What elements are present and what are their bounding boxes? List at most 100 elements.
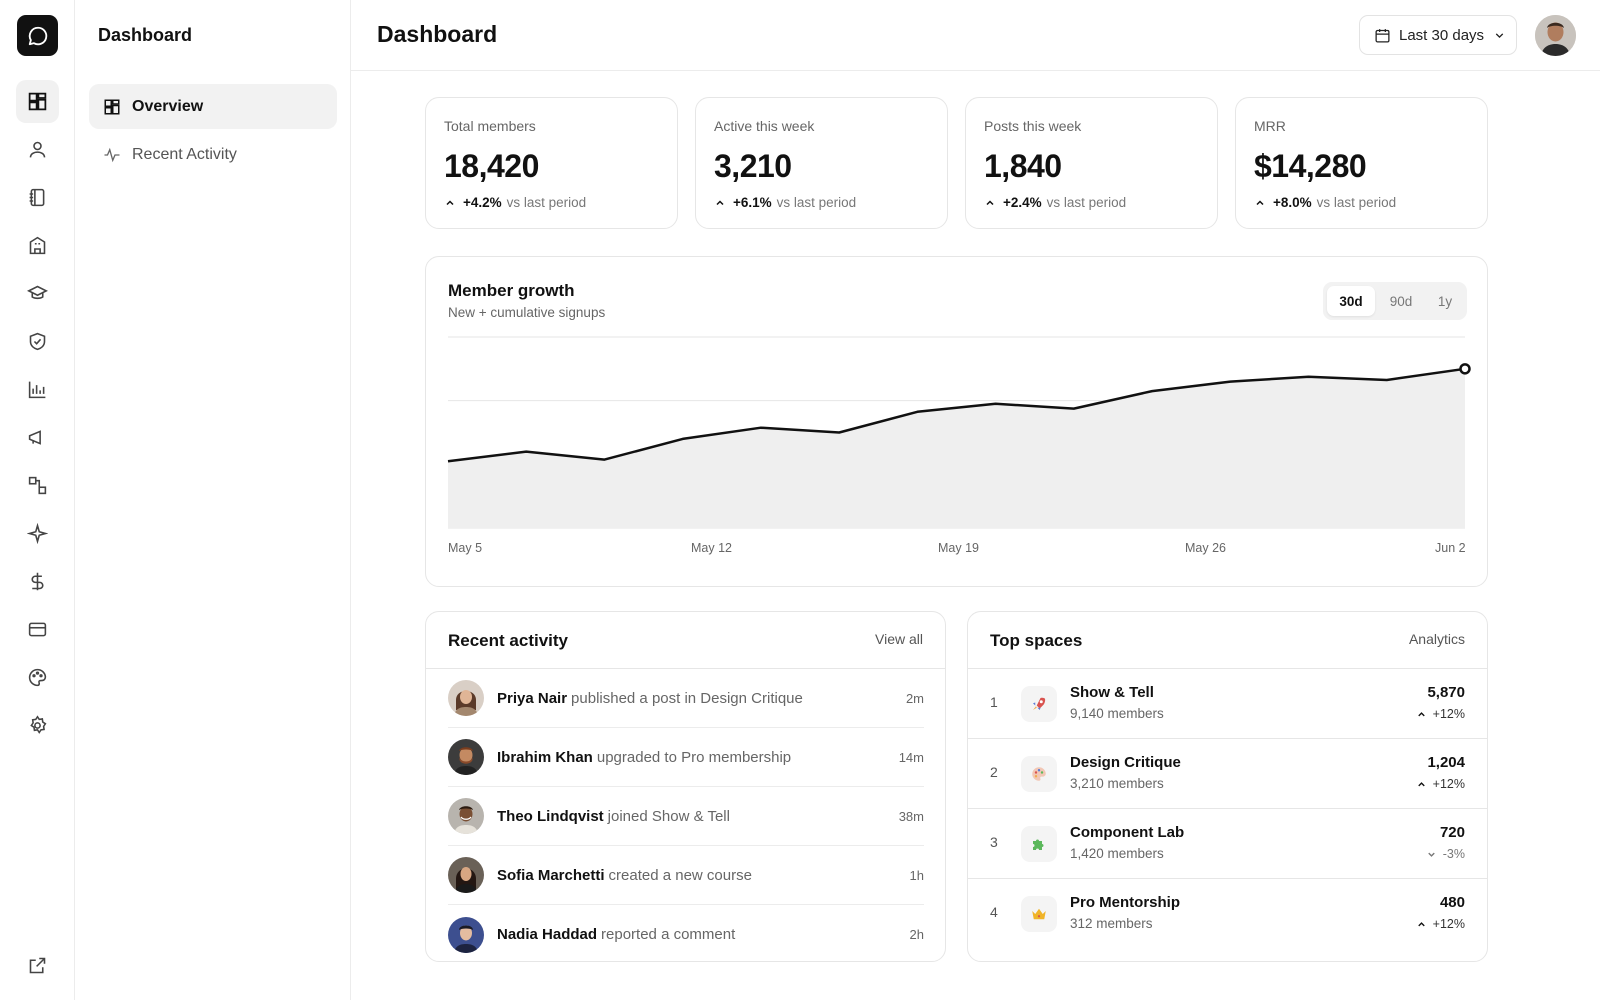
notebook-icon[interactable] — [16, 176, 59, 219]
space-value: 1,204 — [1427, 754, 1465, 771]
stat-card-total-members: Total members 18,420 +4.2% vs last perio… — [425, 97, 678, 229]
activity-text: Ibrahim Khan upgraded to Pro membership — [497, 749, 899, 766]
activity-time: 38m — [898, 808, 924, 824]
space-row[interactable]: 2 Design Critique 3,210 members 1,204 +1… — [968, 739, 1487, 809]
range-option-90d[interactable]: 90d — [1389, 293, 1413, 309]
range-option-30d[interactable]: 30d — [1327, 286, 1375, 316]
panel-title: Recent activity — [448, 631, 568, 650]
analytics-link[interactable]: Analytics — [1408, 631, 1465, 647]
space-delta: -3% — [1426, 847, 1465, 861]
chevron-up-icon — [446, 199, 454, 205]
chat-bubble-icon[interactable] — [17, 15, 58, 56]
activity-time: 2m — [905, 690, 924, 706]
stat-card-active-this-week: Active this week 3,210 +6.1% vs last per… — [695, 97, 948, 229]
stat-delta: +6.1% vs last period — [714, 195, 856, 210]
activity-user[interactable]: Nadia Haddad — [497, 926, 598, 943]
layout-grid-icon[interactable] — [16, 80, 59, 123]
space-value: 720 — [1439, 824, 1465, 841]
divider — [968, 668, 1487, 669]
chart-subtitle: New + cumulative signups — [448, 305, 606, 320]
chevron-up-icon — [1417, 921, 1425, 926]
sparkle-icon[interactable] — [16, 512, 59, 555]
space-row[interactable]: 4 Pro Mentorship 312 members 480 +12% — [968, 879, 1487, 949]
view-all-link[interactable]: View all — [875, 631, 923, 647]
stat-card-mrr: MRR $14,280 +8.0% vs last period — [1235, 97, 1488, 229]
activity-user[interactable]: Priya Nair — [497, 689, 568, 707]
sidebar-item-overview[interactable]: Overview — [89, 84, 337, 129]
crown-icon — [1021, 896, 1057, 932]
stat-label: Active this week — [714, 118, 815, 134]
activity-row[interactable]: Theo Lindqvist joined Show & Tell 38m — [448, 787, 924, 846]
space-row[interactable]: 1 Show & Tell 9,140 members 5,870 +12% — [968, 669, 1487, 739]
space-rank: 4 — [990, 904, 998, 920]
x-tick-label: May 12 — [691, 541, 732, 555]
activity-action: created a new course — [608, 866, 752, 884]
activity-row[interactable]: Sofia Marchetti created a new course 1h — [448, 846, 924, 905]
sidebar-item-recent-activity[interactable]: Recent Activity — [89, 132, 337, 177]
stat-delta-value: +8.0% — [1273, 195, 1312, 210]
activity-row[interactable]: Priya Nair published a post in Design Cri… — [448, 669, 924, 728]
activity-action: joined Show & Tell — [607, 807, 730, 825]
member-growth-card: Member growth New + cumulative signups 3… — [425, 256, 1488, 587]
top-bar: Dashboard Last 30 days — [351, 0, 1600, 71]
stat-delta-suffix: vs last period — [1046, 195, 1127, 210]
activity-row[interactable]: Nadia Haddad reported a comment 2h — [448, 905, 924, 964]
activity-user[interactable]: Theo Lindqvist — [497, 807, 604, 825]
layout-grid-icon — [104, 99, 120, 114]
sidebar-item-label: Overview — [132, 97, 204, 115]
palette-icon — [1021, 756, 1057, 792]
activity-row[interactable]: Ibrahim Khan upgraded to Pro membership 1… — [448, 728, 924, 787]
activity-text: Nadia Haddad reported a comment — [497, 926, 910, 943]
activity-time: 2h — [909, 927, 924, 942]
range-toggle: 30d 90d 1y — [1323, 282, 1467, 320]
space-value: 480 — [1439, 894, 1465, 911]
bar-chart-icon[interactable] — [16, 368, 59, 411]
user-icon[interactable] — [16, 128, 59, 171]
chevron-down-icon — [1495, 32, 1504, 38]
gear-icon[interactable] — [16, 704, 59, 747]
range-option-1y[interactable]: 1y — [1437, 293, 1453, 309]
external-link-icon[interactable] — [16, 944, 59, 987]
space-delta-value: +12% — [1432, 917, 1465, 931]
shield-check-icon[interactable] — [16, 320, 59, 363]
building-icon[interactable] — [16, 224, 59, 267]
space-delta-value: +12% — [1432, 777, 1465, 791]
space-members: 9,140 members — [1070, 706, 1164, 721]
space-members: 1,420 members — [1070, 846, 1164, 861]
megaphone-icon[interactable] — [16, 416, 59, 459]
stat-label: MRR — [1254, 118, 1286, 134]
workflow-icon[interactable] — [16, 464, 59, 507]
avatar — [448, 857, 484, 893]
space-delta-value: -3% — [1442, 847, 1465, 861]
space-name: Component Lab — [1070, 824, 1185, 841]
sidebar-title: Dashboard — [98, 25, 193, 45]
space-name: Design Critique — [1070, 754, 1181, 771]
credit-card-icon[interactable] — [16, 608, 59, 651]
stat-card-posts-this-week: Posts this week 1,840 +2.4% vs last peri… — [965, 97, 1218, 229]
stat-delta-suffix: vs last period — [506, 195, 587, 210]
chevron-up-icon — [716, 199, 724, 205]
avatar — [448, 798, 484, 834]
stat-delta-suffix: vs last period — [776, 195, 857, 210]
x-tick-label: May 19 — [938, 541, 979, 555]
top-spaces-card: Top spaces Analytics 1 Show & Tell 9,140… — [967, 611, 1488, 962]
chevron-up-icon — [1417, 711, 1425, 716]
activity-user[interactable]: Sofia Marchetti — [497, 866, 605, 884]
date-range-dropdown[interactable]: Last 30 days — [1359, 15, 1517, 55]
divider — [426, 668, 945, 669]
space-row[interactable]: 3 Component Lab 1,420 members 720 -3% — [968, 809, 1487, 879]
user-avatar[interactable] — [1535, 15, 1576, 56]
graduation-cap-icon[interactable] — [16, 272, 59, 315]
palette-icon[interactable] — [16, 656, 59, 699]
chart-point[interactable] — [1459, 363, 1471, 375]
activity-user[interactable]: Ibrahim Khan — [497, 748, 593, 766]
activity-text: Priya Nair published a post in Design Cri… — [497, 690, 906, 707]
calendar-icon — [1375, 28, 1390, 43]
x-tick-label: May 5 — [448, 541, 483, 555]
chart-series-line — [447, 367, 1466, 463]
dollar-icon[interactable] — [16, 560, 59, 603]
activity-text: Sofia Marchetti created a new course — [497, 867, 910, 884]
panel-title: Top spaces — [990, 631, 1083, 650]
sidebar-item-label: Recent Activity — [132, 145, 237, 163]
activity-time: 14m — [898, 749, 924, 765]
